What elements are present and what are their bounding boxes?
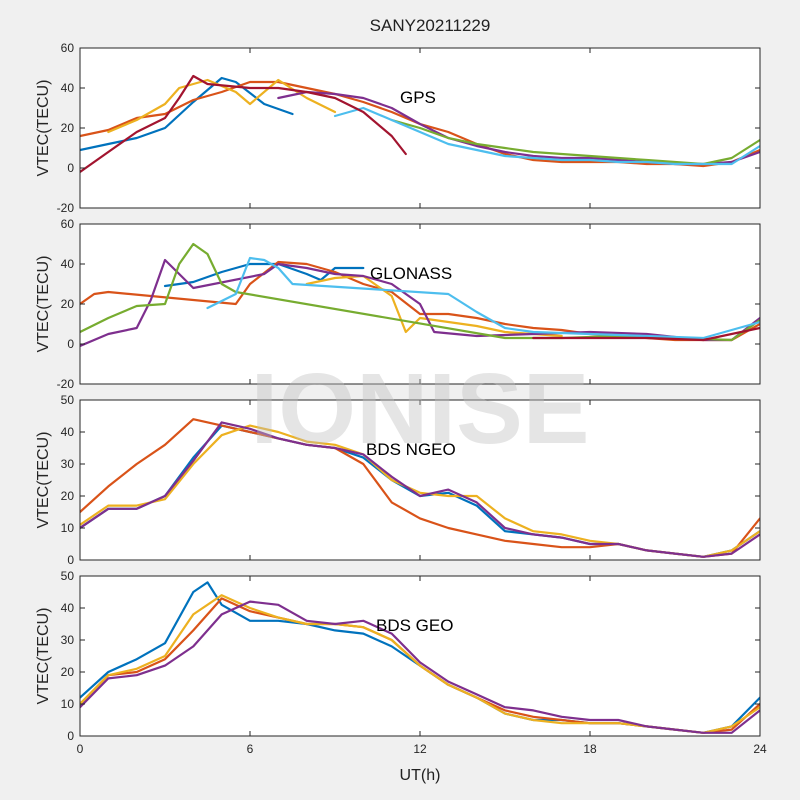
x-tick-label: 6 [247,742,254,756]
series-group [80,74,760,174]
y-axis-label: VTEC(TECU) [35,80,52,177]
y-tick-label: 10 [61,697,75,711]
y-tick-label: 30 [61,457,75,471]
y-tick-label: 20 [61,297,75,311]
series-line-1 [80,76,294,152]
panel-3: 0 10 20 30 40 50 VTEC(TECU) BDS NGEO [35,393,761,567]
y-tick-label: 60 [61,41,75,55]
x-axis-label: UT(h) [400,767,441,784]
series-line-4 [80,600,760,734]
x-tick-label: 18 [583,742,597,756]
y-tick-label: 40 [61,81,75,95]
y-tick-label: 50 [61,569,75,583]
series-group [80,418,760,558]
y-tick-label: 10 [61,521,75,535]
panel-label: BDS NGEO [366,440,456,459]
panel-label: GLONASS [370,264,452,283]
y-axis-label: VTEC(TECU) [35,256,52,353]
y-tick-label: -20 [57,201,75,215]
y-tick-label: 0 [67,161,74,175]
panel-2: -20 0 20 40 60 VTEC(TECU) GLONASS [35,217,761,391]
y-tick-label: 20 [61,665,75,679]
panel-4: 0 10 20 30 40 50 0 6 12 18 24 VTEC(TECU) BDS GEO [35,569,767,756]
y-tick-label: 0 [67,337,74,351]
watermark: IONISE [251,353,590,465]
y-tick-label: 60 [61,217,75,231]
y-tick-label: 40 [61,425,75,439]
series-group [80,581,760,734]
x-tick-label: 24 [753,742,767,756]
x-tick-label: 0 [77,742,84,756]
y-tick-label: 40 [61,601,75,615]
axes-background [80,400,760,560]
panel-label: BDS GEO [376,616,453,635]
y-tick-label: -20 [57,377,75,391]
x-tick-label: 12 [413,742,427,756]
series-group [80,242,760,348]
series-line-6 [206,256,760,340]
y-tick-label: 50 [61,393,75,407]
series-line-3 [305,274,563,338]
y-tick-label: 20 [61,489,75,503]
series-line-7 [532,326,760,342]
axes-background [80,576,760,736]
panel-1: -20 0 20 40 60 VTEC(TECU) GPS [35,41,761,215]
y-tick-label: 0 [67,729,74,743]
y-tick-label: 0 [67,553,74,567]
panel-label: GPS [400,88,436,107]
y-tick-label: 30 [61,633,75,647]
series-line-4 [80,421,760,558]
y-tick-label: 40 [61,257,75,271]
figure-title: SANY20211229 [370,16,491,35]
series-line-6 [333,106,760,166]
y-axis-label: VTEC(TECU) [35,432,52,529]
y-tick-label: 20 [61,121,75,135]
y-axis-label: VTEC(TECU) [35,608,52,705]
series-line-4 [80,258,760,348]
series-line-7 [80,74,407,174]
